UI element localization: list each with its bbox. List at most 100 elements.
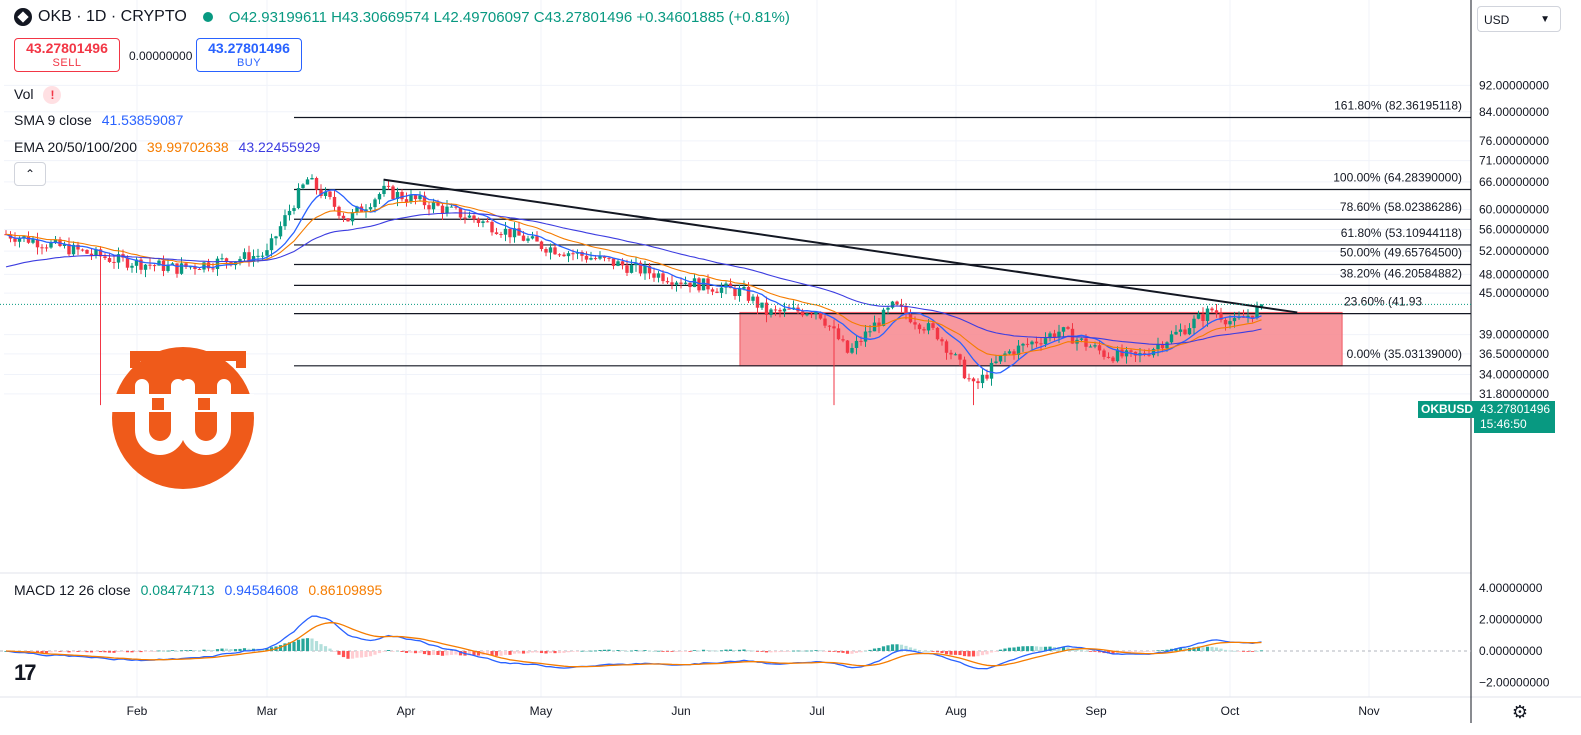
candle-body <box>737 288 742 297</box>
macd-histogram-bar <box>440 651 445 656</box>
macd-histogram-bar <box>886 645 890 651</box>
macd-histogram-bar <box>40 651 44 653</box>
macd-histogram-bar <box>283 643 287 651</box>
macd-histogram-bar <box>179 650 184 652</box>
macd-histogram-bar <box>85 651 89 653</box>
last-price-value: 43.27801496 <box>1480 402 1551 416</box>
candle-body <box>616 261 620 266</box>
macd-histogram-bar <box>170 650 175 652</box>
macd-histogram-bar <box>1232 650 1237 652</box>
candle-body <box>53 239 58 243</box>
candle-body <box>377 193 382 200</box>
candle-body <box>787 308 791 310</box>
macd-histogram-bar <box>314 641 319 651</box>
candle-body <box>112 261 116 263</box>
macd-histogram-bar <box>89 651 94 653</box>
macd-histogram-bar <box>728 649 733 651</box>
macd-legend[interactable]: MACD 12 26 close 0.08474713 0.94584608 0… <box>14 581 382 599</box>
macd-histogram-bar <box>922 650 926 652</box>
macd-histogram-bar <box>1030 646 1034 651</box>
tradingview-logo-icon[interactable]: 17 <box>14 660 37 685</box>
macd-histogram-bar <box>643 650 647 651</box>
candle-body <box>620 261 625 266</box>
macd-histogram-bar <box>944 651 949 655</box>
macd-histogram-bar <box>494 651 499 656</box>
candle-body <box>1187 328 1192 335</box>
candle-body <box>760 302 764 308</box>
candle-body <box>1097 345 1102 351</box>
macd-histogram-bar <box>656 650 661 652</box>
ema-legend[interactable]: EMA 20/50/100/200 39.99702638 43.2245592… <box>14 138 320 156</box>
macd-histogram-bar <box>418 651 422 654</box>
candle-body <box>539 241 544 250</box>
symbol-header[interactable]: OKB · 1D · CRYPTO O42.93199611 H43.30669… <box>14 8 790 26</box>
warning-icon[interactable]: ! <box>43 86 62 104</box>
macd-histogram-bar <box>350 651 355 659</box>
candle-body <box>692 278 697 288</box>
macd-histogram-bar <box>445 651 449 656</box>
macd-histogram-bar <box>1196 646 1201 651</box>
macd-histogram-bar <box>1259 650 1264 652</box>
candle-body <box>1093 345 1097 347</box>
fib-retracement-layer: 161.80% (82.36195118) 100.00% (64.2839000… <box>294 98 1471 367</box>
sell-button[interactable]: 43.27801496 SELL <box>14 38 120 72</box>
candle-body <box>508 228 512 238</box>
sma-legend[interactable]: SMA 9 close 41.53859087 <box>14 111 183 129</box>
candle-body <box>368 207 373 210</box>
macd-histogram-bar <box>103 651 107 653</box>
candle-body <box>1214 310 1219 314</box>
candle-body <box>764 302 769 315</box>
candle-body <box>841 339 845 341</box>
macd-histogram-bar <box>184 650 188 651</box>
candle-body <box>1111 357 1115 362</box>
macd-histogram-bar <box>629 650 634 652</box>
settings-gear-icon[interactable]: ⚙ <box>1511 702 1529 722</box>
candle-body <box>71 244 76 255</box>
candle-body <box>526 238 530 241</box>
candle-body <box>724 283 728 288</box>
downtrend-line <box>383 178 1298 314</box>
macd-histogram-bar <box>305 638 310 651</box>
macd-histogram-bar <box>602 649 607 651</box>
price-tick-label: 56.00000000 <box>1479 223 1549 237</box>
candle-body <box>494 232 499 235</box>
macd-histogram-bar <box>1133 651 1138 653</box>
buy-button[interactable]: 43.27801496 BUY <box>196 38 302 72</box>
macd-hist-value: 0.08474713 <box>140 582 215 598</box>
macd-histogram-bar <box>598 650 602 651</box>
currency-select[interactable]: USD ▼ <box>1477 6 1561 32</box>
candle-body <box>62 244 67 246</box>
trendline-layer <box>383 178 1298 314</box>
macd-histogram-bar <box>1057 647 1061 651</box>
sma-label: SMA 9 close <box>14 112 92 128</box>
candle-body <box>890 301 895 308</box>
last-price-tag: 43.27801496 15:46:50 <box>1474 401 1555 433</box>
macd-histogram-bar <box>949 651 953 655</box>
macd-histogram-bar <box>1178 647 1183 651</box>
macd-histogram-bar <box>814 650 818 651</box>
macd-histogram-bar <box>517 651 521 654</box>
collapse-legend-button[interactable]: ⌃ <box>14 162 46 186</box>
macd-histogram-bar <box>971 651 976 657</box>
symbol-title[interactable]: OKB · 1D · CRYPTO <box>38 8 187 25</box>
macd-histogram-bar <box>269 647 274 651</box>
macd-histogram-bar <box>157 650 161 652</box>
candle-body <box>593 258 598 260</box>
candle-body <box>1025 343 1030 345</box>
candle-body <box>170 263 175 265</box>
fib-level-label: 0.00% (35.03139000) <box>1347 347 1462 361</box>
candle-body <box>800 311 805 316</box>
candle-body <box>697 278 701 291</box>
candle-body <box>1034 341 1039 344</box>
macd-histogram-bar <box>890 644 895 651</box>
macd-histogram-bar <box>764 651 769 653</box>
candle-body <box>1066 327 1070 329</box>
macd-histogram-bar <box>400 651 404 652</box>
volume-legend[interactable]: Vol! <box>14 85 62 104</box>
macd-histogram-bar <box>197 650 202 652</box>
macd-histogram-bar <box>625 650 629 652</box>
macd-histogram-bar <box>80 651 85 652</box>
macd-histogram-bar <box>751 650 755 652</box>
